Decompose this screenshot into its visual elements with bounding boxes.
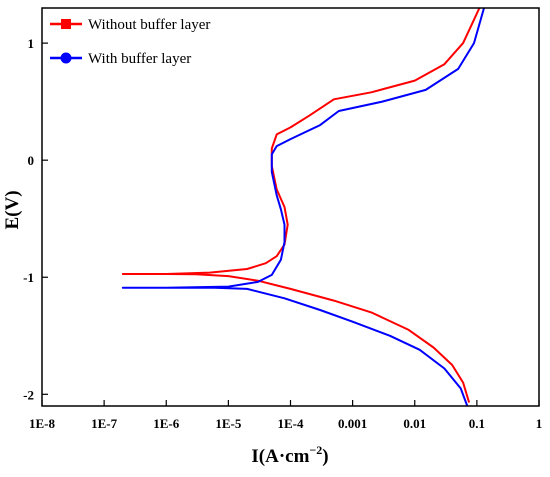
x-tick-label-6: 0.01	[403, 416, 426, 431]
plot-frame	[41, 7, 540, 407]
series-layer	[121, 7, 485, 407]
legend-label-1: With buffer layer	[88, 51, 191, 67]
y-tick-label-3: -2	[23, 387, 34, 402]
y-axis-title: E(V)	[2, 190, 23, 229]
x-axis-title-sup: −2	[309, 443, 322, 457]
y-tick-label-0: 1	[28, 36, 35, 51]
x-tick-label-1: 1E-7	[91, 416, 118, 431]
legend-item-1: With buffer layer	[50, 51, 191, 67]
series-line-0	[121, 7, 481, 403]
x-tick-label-7: 0.1	[469, 416, 485, 431]
legend-item-0: Without buffer layer	[50, 17, 210, 33]
x-tick-label-4: 1E-4	[278, 416, 305, 431]
legend-circle-marker	[60, 52, 72, 64]
legend-label-0: Without buffer layer	[88, 17, 210, 33]
x-axis-title-end: )	[322, 446, 328, 467]
tick-layer: 1E-8 1E-7 1E-6 1E-5 1E-4 0.001 0.01 0.1 1 1 0 -1 -2	[23, 36, 542, 431]
x-tick-label-5: 0.001	[338, 416, 367, 431]
x-tick-label-3: 1E-5	[215, 416, 242, 431]
legend-square-marker	[61, 19, 71, 29]
series-line-1	[121, 7, 485, 407]
y-tick-label-1: 0	[28, 153, 35, 168]
legend: Without buffer layer With buffer layer	[50, 17, 210, 67]
y-tick-label-2: -1	[23, 270, 34, 285]
x-axis-title: I(A·cm−2)	[251, 443, 328, 467]
x-tick-label-2: 1E-6	[153, 416, 180, 431]
x-axis-title-main: I(A·cm	[251, 446, 309, 467]
x-tick-label-0: 1E-8	[29, 416, 56, 431]
x-tick-label-8: 1	[536, 416, 543, 431]
